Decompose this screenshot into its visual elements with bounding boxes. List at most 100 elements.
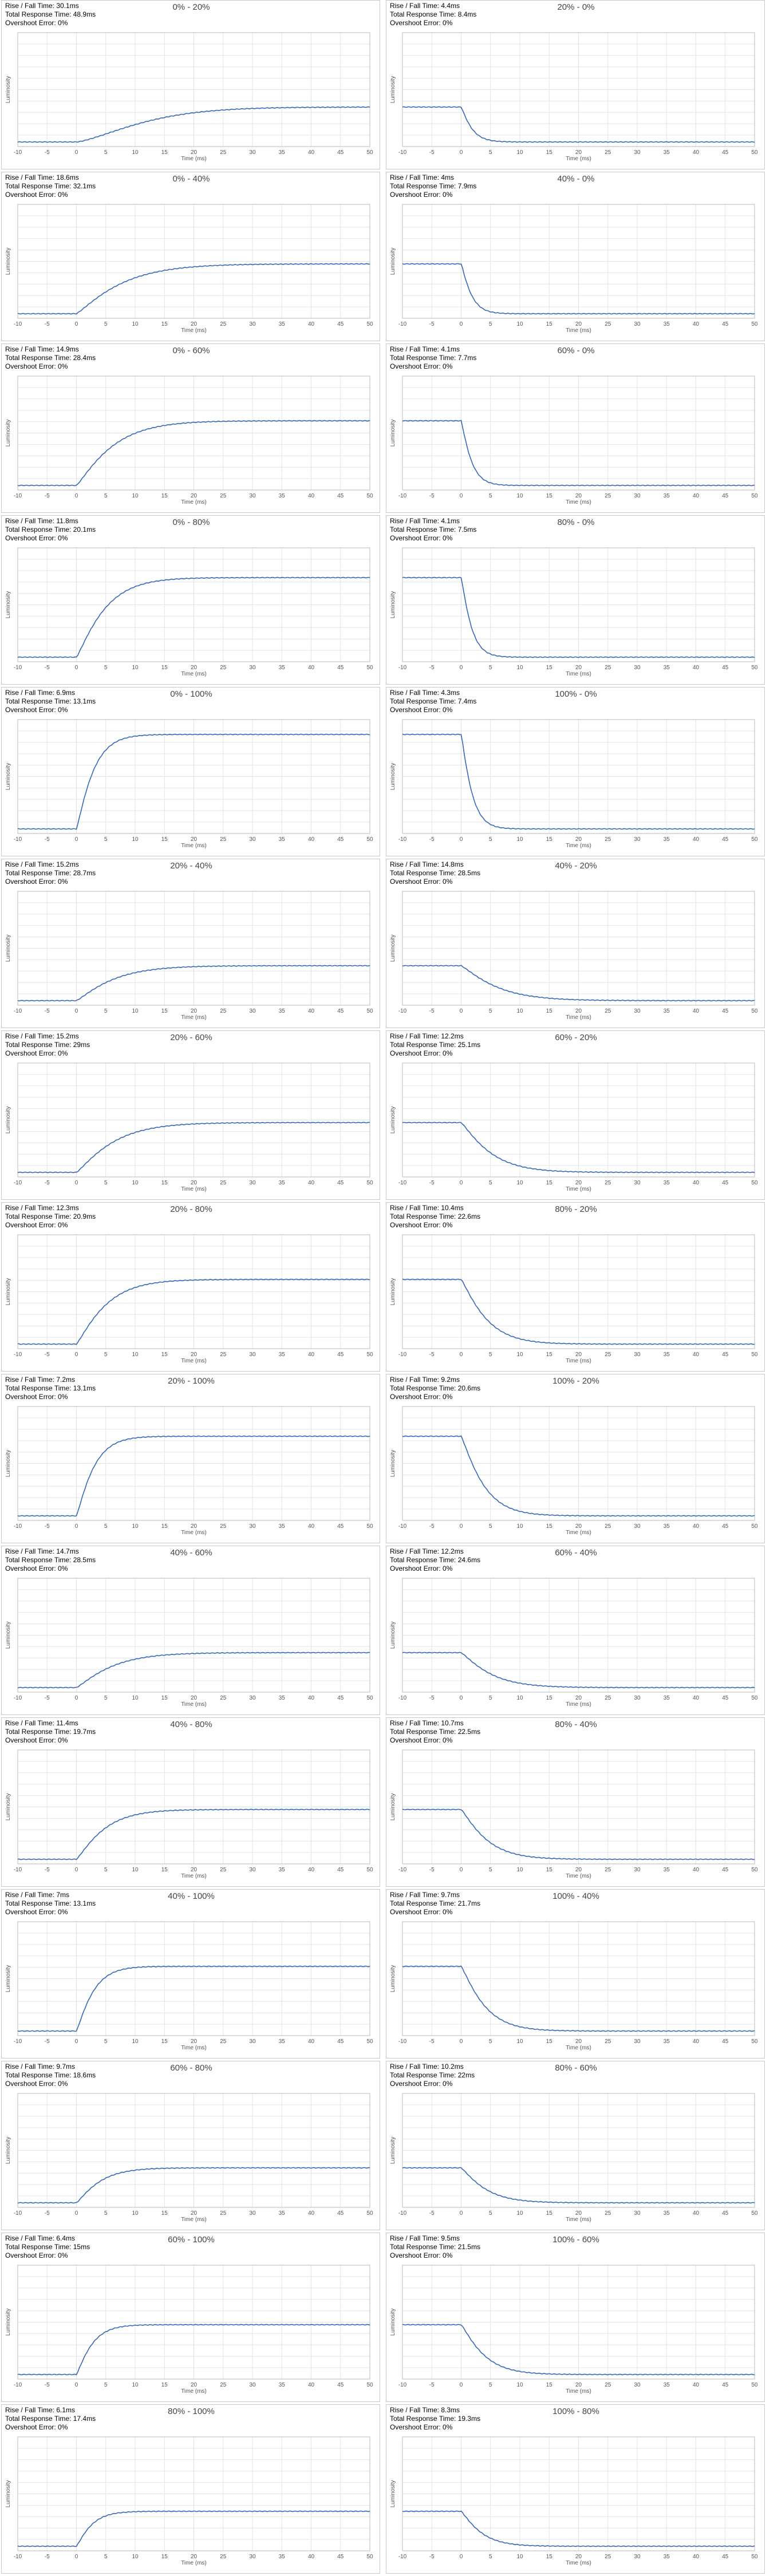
x-tick-label: 40 [693, 1523, 700, 1530]
plot-frame [17, 2093, 370, 2208]
stat-total: Total Response Time: 28.5ms [5, 1556, 96, 1564]
x-tick-label: 40 [693, 2038, 700, 2045]
x-tick-label: 40 [693, 1008, 700, 1014]
chart-svg: -10 -5 0 5 10 15 20 25 30 35 40 45 50 Time (ms) Lumino… [5, 1406, 373, 1536]
chart-svg: -10 -5 0 5 10 15 20 25 30 35 40 45 50 Time (ms) Lumino… [390, 719, 758, 849]
x-tick-label: 10 [516, 2382, 523, 2388]
y-axis-label: Luminosity [390, 591, 396, 619]
plot-frame [17, 891, 370, 1006]
y-axis-label: Luminosity [390, 1622, 396, 1649]
x-tick-label: -5 [429, 2554, 435, 2560]
x-tick-label: 0 [460, 2554, 463, 2560]
x-tick-label: 20 [191, 2554, 198, 2560]
x-tick-label: 35 [664, 1695, 670, 1701]
x-tick-label: 15 [161, 1695, 168, 1701]
x-axis-label: Time (ms) [181, 1701, 207, 1708]
y-axis-label: Luminosity [390, 1965, 396, 1993]
chart-panel: -10 -5 0 5 10 15 20 25 30 35 40 45 50 Time (ms) Lumino… [386, 0, 765, 169]
x-tick-label: 35 [664, 1180, 670, 1186]
stat-total: Total Response Time: 15ms [5, 2243, 90, 2251]
x-axis-label: Time (ms) [566, 1530, 591, 1536]
stat-overshoot: Overshoot Error: 0% [5, 706, 68, 714]
x-tick-label: 10 [132, 665, 139, 671]
x-tick-label: 5 [489, 321, 492, 327]
x-tick-label: 35 [279, 2210, 286, 2217]
x-tick-label: -10 [14, 1523, 22, 1530]
x-tick-label: 15 [546, 493, 553, 499]
x-tick-label: 10 [516, 1008, 523, 1014]
x-tick-label: 25 [220, 1008, 227, 1014]
chart-svg: -10 -5 0 5 10 15 20 25 30 35 40 45 50 Time (ms) Lumino… [390, 2265, 758, 2395]
x-tick-label: -10 [398, 149, 407, 156]
x-tick-label: 45 [722, 1008, 729, 1014]
x-tick-label: 10 [132, 1352, 139, 1358]
x-tick-label: 25 [605, 836, 611, 843]
stat-total: Total Response Time: 25.1ms [390, 1041, 481, 1049]
x-tick-label: 35 [664, 2038, 670, 2045]
series-line [17, 2167, 370, 2204]
x-tick-label: 45 [337, 2210, 344, 2217]
x-tick-label: 0 [75, 1867, 78, 1873]
x-tick-label: 0 [75, 665, 78, 671]
x-tick-label: 45 [337, 1867, 344, 1873]
series-line [402, 1278, 755, 1345]
x-tick-label: 10 [132, 2554, 139, 2560]
x-tick-label: -10 [398, 2038, 407, 2045]
stat-overshoot: Overshoot Error: 0% [390, 1564, 453, 1573]
x-tick-label: 15 [546, 1180, 553, 1186]
x-tick-label: 20 [575, 1523, 582, 1530]
x-tick-label: 35 [664, 1008, 670, 1014]
stat-overshoot: Overshoot Error: 0% [390, 191, 453, 199]
x-tick-label: 0 [75, 836, 78, 843]
x-tick-label: 15 [161, 1180, 168, 1186]
x-tick-label: 25 [605, 2382, 611, 2388]
x-tick-label: 5 [489, 1523, 492, 1530]
stat-overshoot: Overshoot Error: 0% [5, 1736, 68, 1744]
stat-rise-fall: Rise / Fall Time: 15.2ms [5, 1032, 79, 1040]
chart-title: 0% - 60% [172, 346, 210, 355]
stat-overshoot: Overshoot Error: 0% [390, 1736, 453, 1744]
plot-frame [402, 1921, 755, 2036]
x-axis-label: Time (ms) [181, 1873, 207, 1879]
y-axis-label: Luminosity [5, 763, 11, 791]
x-axis-label: Time (ms) [181, 671, 207, 677]
y-axis-label: Luminosity [5, 2309, 11, 2336]
stat-rise-fall: Rise / Fall Time: 9.7ms [390, 1891, 460, 1899]
chart-panel: -10 -5 0 5 10 15 20 25 30 35 40 45 50 Time (ms) Lumino… [1, 0, 380, 169]
x-tick-label: 10 [132, 493, 139, 499]
chart-title: 20% - 60% [170, 1033, 212, 1042]
x-tick-label: 40 [308, 1523, 315, 1530]
x-tick-label: 30 [634, 1695, 641, 1701]
chart-panel: -10 -5 0 5 10 15 20 25 30 35 40 45 50 Time (ms) Lumino… [386, 2233, 765, 2402]
chart-svg: -10 -5 0 5 10 15 20 25 30 35 40 45 50 Time (ms) Lumino… [390, 2436, 758, 2566]
x-tick-label: -10 [14, 149, 22, 156]
x-tick-label: 25 [605, 2210, 611, 2217]
stat-total: Total Response Time: 22.5ms [390, 1728, 481, 1736]
y-axis-label: Luminosity [390, 1793, 396, 1821]
x-tick-label: 10 [516, 2210, 523, 2217]
x-tick-label: 25 [220, 836, 227, 843]
x-tick-label: 10 [516, 2038, 523, 2045]
x-tick-label: -5 [429, 1695, 435, 1701]
x-tick-label: 30 [634, 2038, 641, 2045]
x-tick-label: 5 [104, 1352, 108, 1358]
x-tick-label: -10 [14, 665, 22, 671]
x-axis-label: Time (ms) [181, 156, 207, 162]
x-tick-label: 30 [634, 149, 641, 156]
x-tick-label: -10 [14, 321, 22, 327]
x-tick-label: 0 [75, 1180, 78, 1186]
x-tick-label: 35 [664, 2210, 670, 2217]
stat-rise-fall: Rise / Fall Time: 14.7ms [5, 1547, 79, 1555]
x-tick-label: 30 [634, 1008, 641, 1014]
x-tick-label: 45 [722, 1180, 729, 1186]
x-tick-label: 25 [605, 321, 611, 327]
stat-total: Total Response Time: 19.3ms [390, 2415, 481, 2423]
x-axis-label: Time (ms) [181, 499, 207, 505]
x-tick-label: -5 [429, 149, 435, 156]
x-tick-label: -10 [398, 1867, 407, 1873]
x-tick-label: 20 [575, 1180, 582, 1186]
stat-total: Total Response Time: 28.7ms [5, 869, 96, 877]
x-tick-label: 45 [337, 2038, 344, 2045]
x-tick-label: 25 [220, 1867, 227, 1873]
x-tick-label: 30 [249, 2210, 256, 2217]
